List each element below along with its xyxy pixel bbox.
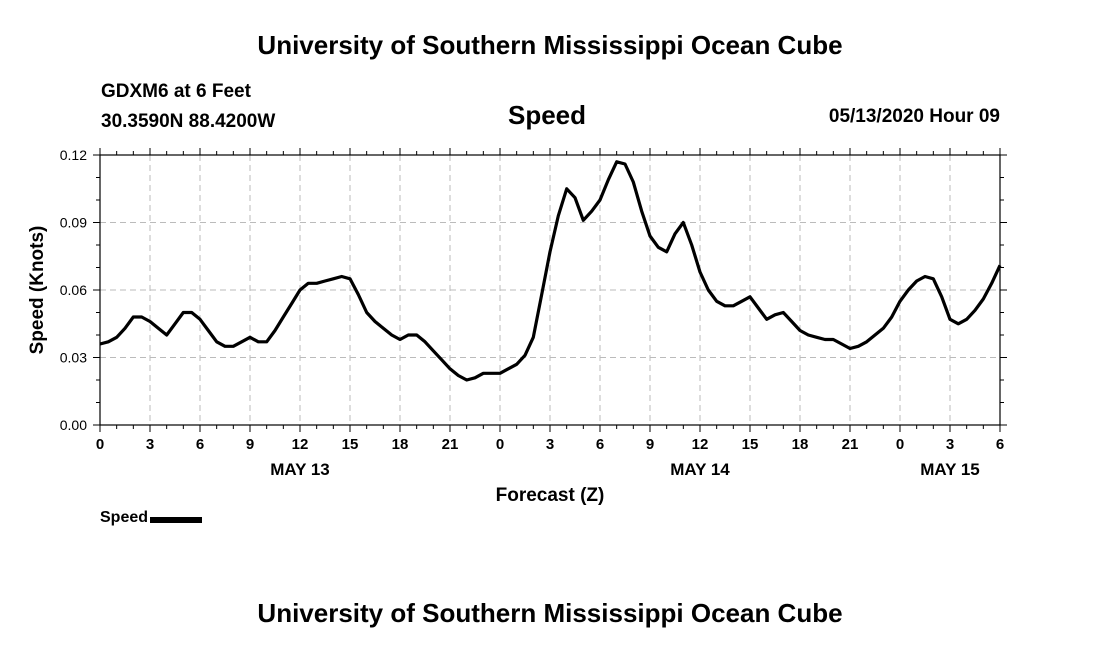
station-name: GDXM6 at 6 Feet bbox=[101, 81, 251, 102]
x-tick-label: 18 bbox=[792, 436, 809, 453]
date-label: MAY 15 bbox=[920, 460, 980, 479]
x-tick-label: 15 bbox=[742, 436, 759, 453]
footer-title: University of Southern Mississippi Ocean… bbox=[257, 598, 843, 628]
x-tick-label: 9 bbox=[246, 436, 254, 453]
x-tick-label: 0 bbox=[896, 436, 904, 453]
y-tick-label: 0.09 bbox=[60, 215, 87, 231]
x-tick-label: 9 bbox=[646, 436, 654, 453]
y-tick-label: 0.03 bbox=[60, 350, 87, 366]
x-tick-label: 0 bbox=[96, 436, 104, 453]
station-coords: 30.3590N 88.4200W bbox=[101, 111, 276, 132]
x-tick-label: 6 bbox=[596, 436, 604, 453]
chart-title: Speed bbox=[508, 100, 587, 130]
legend: Speed bbox=[100, 509, 203, 527]
x-tick-label: 0 bbox=[496, 436, 504, 453]
legend-label: Speed bbox=[100, 509, 149, 526]
x-tick-label: 21 bbox=[442, 436, 459, 453]
header-title: University of Southern Mississippi Ocean… bbox=[257, 30, 843, 60]
x-tick-label: 6 bbox=[196, 436, 204, 453]
y-tick-label: 0.00 bbox=[60, 417, 87, 433]
x-tick-label: 12 bbox=[292, 436, 309, 453]
x-tick-label: 3 bbox=[946, 436, 954, 453]
forecast-timestamp: 05/13/2020 Hour 09 bbox=[828, 106, 1000, 127]
x-tick-label: 18 bbox=[392, 436, 409, 453]
grid-layer bbox=[100, 155, 1000, 425]
x-tick-label: 15 bbox=[342, 436, 359, 453]
ticks-layer bbox=[93, 148, 1007, 432]
x-tick-label: 6 bbox=[996, 436, 1004, 453]
x-axis-label: Forecast (Z) bbox=[496, 485, 605, 506]
y-axis-label: Speed (Knots) bbox=[27, 226, 48, 355]
date-label: MAY 14 bbox=[670, 460, 730, 479]
x-tick-label: 3 bbox=[146, 436, 154, 453]
date-label: MAY 13 bbox=[270, 460, 330, 479]
labels-layer: 0 3 6 9 12 15 18 21 0 3 6 9 12 15 18 21 0 3 6 0.00 0.03 0.06 0… bbox=[60, 147, 1004, 479]
x-tick-label: 12 bbox=[692, 436, 709, 453]
speed-series-line bbox=[99, 160, 1002, 382]
y-tick-label: 0.06 bbox=[60, 282, 87, 298]
station-info: GDXM6 at 6 Feet 30.3590N 88.4200W bbox=[101, 77, 275, 137]
y-tick-label: 0.12 bbox=[60, 147, 87, 163]
x-tick-label: 3 bbox=[546, 436, 554, 453]
x-tick-label: 21 bbox=[842, 436, 859, 453]
legend-line-swatch bbox=[150, 517, 203, 523]
